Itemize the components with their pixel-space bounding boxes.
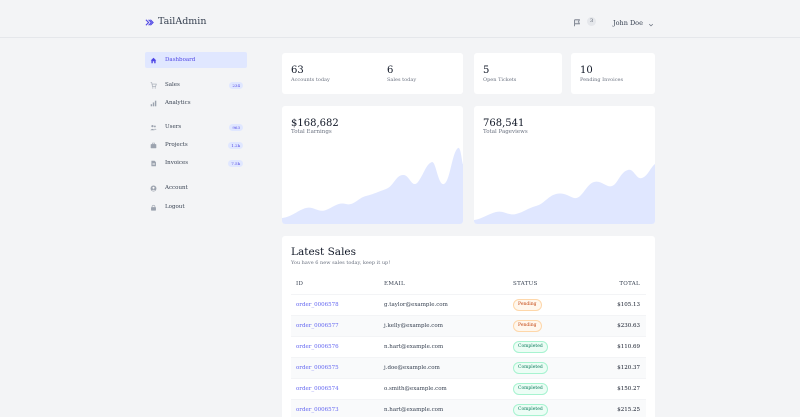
earnings-label: Total Earnings <box>291 129 332 135</box>
status-badge: Pending <box>513 299 542 311</box>
earnings-value: $168,682 <box>291 118 339 129</box>
cart-icon <box>150 81 157 89</box>
sidebar-item-account[interactable]: Account <box>145 180 247 196</box>
sidebar-item-projects[interactable]: Projects 1.2k <box>145 137 247 153</box>
column-header-email: EMAIL <box>384 281 405 287</box>
notifications-count: 3 <box>587 17 597 26</box>
column-header-id: ID <box>296 281 304 287</box>
flag-icon <box>573 12 581 31</box>
order-email: g.taylor@example.com <box>384 302 448 308</box>
sidebar-item-count: 7.5k <box>228 159 243 167</box>
sidebar-item-dashboard[interactable]: Dashboard <box>145 52 247 68</box>
status-badge: Pending <box>513 320 542 332</box>
sidebar-item-label: Logout <box>165 204 185 210</box>
stat-card-sales: 6 Sales today <box>378 53 463 94</box>
column-header-status: STATUS <box>513 281 538 287</box>
status-badge: Completed <box>513 362 548 374</box>
sidebar-item-users[interactable]: Users 963 <box>145 119 247 135</box>
latest-sales-card: Latest Sales You have 6 new sales today,… <box>282 236 655 417</box>
stat-card-invoices: 10 Pending Invoices <box>571 53 655 94</box>
pageviews-value: 768,541 <box>483 118 525 129</box>
table-row[interactable]: order_0006574 o.smith@example.com Comple… <box>291 378 646 399</box>
order-total: $150.27 <box>617 386 640 392</box>
order-email: o.smith@example.com <box>384 386 447 392</box>
order-id-link[interactable]: order_0006577 <box>296 323 339 329</box>
sidebar-item-label: Dashboard <box>165 57 196 63</box>
order-email: j.doe@example.com <box>384 365 440 371</box>
user-menu[interactable]: John Doe <box>613 13 654 32</box>
pageviews-card: 768,541 Total Pageviews <box>474 106 655 224</box>
sidebar-item-label: Sales <box>165 82 180 88</box>
users-icon <box>150 124 157 131</box>
order-id-link[interactable]: order_0006573 <box>296 407 339 413</box>
document-icon <box>150 160 157 167</box>
stat-value: 63 <box>291 65 304 76</box>
order-total: $120.37 <box>617 365 640 371</box>
column-header-total: TOTAL <box>619 281 640 287</box>
order-email: n.hart@example.com <box>384 344 444 350</box>
stat-label: Accounts today <box>291 77 330 83</box>
order-total: $230.63 <box>617 323 640 329</box>
order-id-link[interactable]: order_0006575 <box>296 365 339 371</box>
order-id-link[interactable]: order_0006576 <box>296 344 339 350</box>
order-email: n.hart@example.com <box>384 407 444 413</box>
pageviews-area-chart <box>474 164 655 224</box>
briefcase-icon <box>150 142 157 149</box>
sidebar-item-label: Projects <box>165 142 188 148</box>
sidebar-item-label: Analytics <box>165 100 191 106</box>
sidebar-item-label: Account <box>165 185 188 191</box>
user-name: John Doe <box>613 18 643 27</box>
sidebar-item-analytics[interactable]: Analytics <box>145 95 247 111</box>
user-icon <box>150 185 157 192</box>
chevron-down-icon <box>648 13 654 32</box>
stat-label: Sales today <box>387 77 417 83</box>
stat-value: 5 <box>483 65 490 76</box>
bar-chart-icon <box>150 100 157 107</box>
sidebar-item-label: Users <box>165 124 182 130</box>
lock-icon <box>150 204 157 211</box>
earnings-card: $168,682 Total Earnings <box>282 106 463 224</box>
status-badge: Completed <box>513 383 548 395</box>
order-total: $110.69 <box>617 344 640 350</box>
table-row[interactable]: order_0006578 g.taylor@example.com Pendi… <box>291 294 646 315</box>
stat-label: Open Tickets <box>483 77 517 83</box>
pageviews-label: Total Pageviews <box>483 129 528 135</box>
order-id-link[interactable]: order_0006574 <box>296 386 339 392</box>
logo-text: TailAdmin <box>158 16 207 27</box>
sidebar-item-label: Invoices <box>165 160 189 166</box>
order-id-link[interactable]: order_0006578 <box>296 302 339 308</box>
stat-card-tickets: 5 Open Tickets <box>474 53 562 94</box>
sidebar-item-invoices[interactable]: Invoices 7.5k <box>145 155 247 171</box>
sidebar-item-count: 963 <box>229 123 243 131</box>
sidebar-item-count: 1.2k <box>228 141 243 149</box>
stat-value: 10 <box>580 65 593 76</box>
sales-subtitle: You have 6 new sales today, keep it up! <box>291 260 391 266</box>
table-row[interactable]: order_0006573 n.hart@example.com Complet… <box>291 399 646 417</box>
home-icon <box>150 57 157 64</box>
logo-icon <box>145 12 154 31</box>
sales-title: Latest Sales <box>291 246 357 258</box>
sidebar-item-logout[interactable]: Logout <box>145 199 247 215</box>
sidebar-item-count: 234 <box>229 81 243 89</box>
table-row[interactable]: order_0006575 j.doe@example.com Complete… <box>291 357 646 378</box>
logo[interactable]: TailAdmin <box>145 12 206 31</box>
earnings-area-chart <box>282 147 463 224</box>
stat-value: 6 <box>387 65 394 76</box>
status-badge: Completed <box>513 404 548 416</box>
notifications-button[interactable]: 3 <box>573 12 597 31</box>
stat-label: Pending Invoices <box>580 77 624 83</box>
order-total: $215.25 <box>617 407 640 413</box>
table-row[interactable]: order_0006577 j.kelly@example.com Pendin… <box>291 315 646 336</box>
status-badge: Completed <box>513 341 548 353</box>
order-email: j.kelly@example.com <box>384 323 443 329</box>
top-header: TailAdmin 3 John Doe <box>0 0 800 38</box>
sidebar-item-sales[interactable]: Sales 234 <box>145 77 247 93</box>
order-total: $105.13 <box>617 302 640 308</box>
table-row[interactable]: order_0006576 n.hart@example.com Complet… <box>291 336 646 357</box>
